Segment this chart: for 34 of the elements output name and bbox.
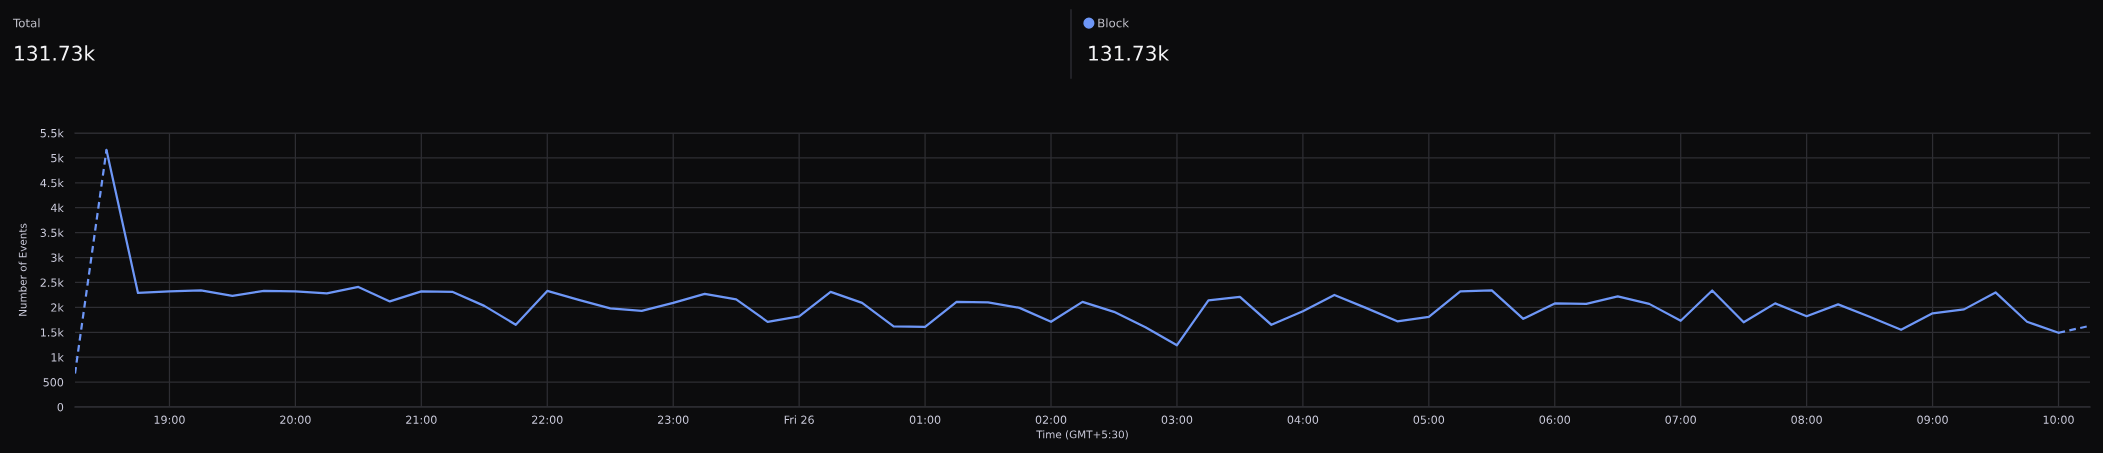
y-tick-label: 5.5k — [40, 128, 64, 138]
y-tick-label: 5k — [51, 153, 64, 163]
y-tick-label: 1k — [51, 352, 64, 362]
text: Total — [12, 18, 40, 28]
text: 131.73k — [15, 45, 96, 61]
x-tick-label: 09:00 — [1917, 415, 1948, 424]
x-axis-title: Time (GMT+5:30) — [1036, 430, 1128, 440]
y-tick-label: 500 — [43, 378, 64, 387]
x-tick-label: 19:00 — [154, 415, 185, 424]
x-tick-label: 08:00 — [1791, 415, 1822, 424]
x-tick-label: 01:00 — [909, 415, 941, 424]
x-tick-label: 10:00 — [2043, 415, 2074, 424]
y-tick-label: 4k — [50, 203, 64, 212]
y-tick-label: 0 — [57, 402, 64, 412]
y-tick-label: 4.5k — [40, 178, 64, 188]
x-tick-label: 20:00 — [280, 415, 311, 424]
y-tick-label: 1.5k — [41, 328, 64, 337]
x-tick-label: 03:00 — [1161, 415, 1193, 424]
x-tick-label: 23:00 — [658, 415, 689, 424]
y-axis-title: Number of Events — [18, 223, 27, 316]
legend-label: Block — [1098, 18, 1130, 28]
x-tick-label: 07:00 — [1665, 415, 1696, 424]
x-tick-label: 06:00 — [1539, 415, 1571, 424]
text: 131.73k — [1089, 45, 1170, 61]
y-tick-label: 3.5k — [40, 228, 64, 238]
x-tick-label: Fri 26 — [784, 415, 814, 424]
y-tick-label: 2.5k — [40, 278, 64, 287]
x-tick-label: 21:00 — [406, 415, 437, 424]
x-tick-label: 05:00 — [1413, 415, 1445, 424]
y-tick-label: 3k — [51, 253, 64, 262]
y-tick-label: 2k — [51, 303, 64, 312]
x-tick-label: 04:00 — [1287, 415, 1319, 424]
x-tick-label: 02:00 — [1035, 415, 1067, 424]
x-tick-label: 22:00 — [532, 415, 563, 424]
